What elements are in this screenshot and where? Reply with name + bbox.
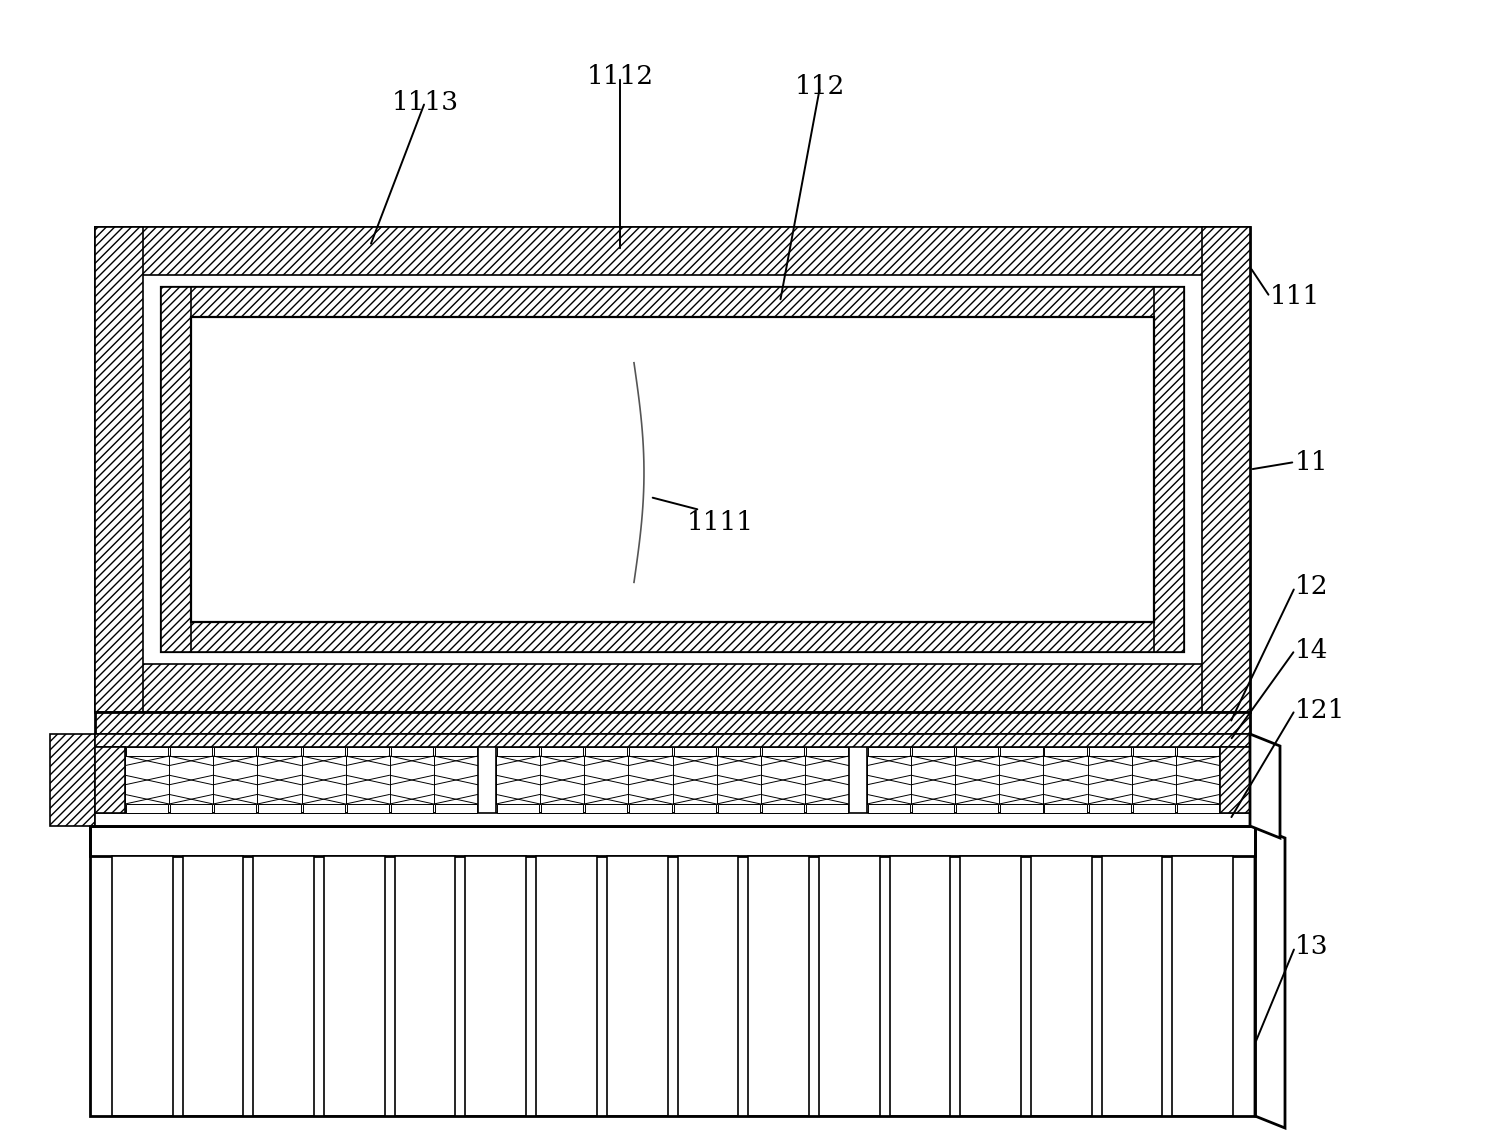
Bar: [541, 804, 584, 813]
Text: 121: 121: [1295, 698, 1345, 723]
Bar: [182, 856, 243, 1116]
Bar: [434, 804, 477, 813]
Bar: [434, 747, 477, 756]
Text: 11: 11: [1295, 450, 1329, 474]
Bar: [95, 227, 1250, 711]
Bar: [95, 227, 143, 711]
Bar: [95, 711, 1250, 734]
Text: 1113: 1113: [392, 89, 458, 114]
Bar: [1133, 747, 1175, 756]
Bar: [253, 856, 314, 1116]
Bar: [1133, 804, 1175, 813]
Bar: [496, 747, 849, 813]
Bar: [303, 747, 345, 756]
Bar: [956, 747, 998, 756]
Bar: [214, 804, 256, 813]
Bar: [762, 804, 804, 813]
Bar: [347, 747, 389, 756]
Bar: [170, 747, 213, 756]
Bar: [192, 317, 1154, 622]
Bar: [606, 856, 668, 1116]
Bar: [161, 287, 1184, 652]
Bar: [805, 804, 847, 813]
Text: 112: 112: [795, 74, 844, 99]
Text: 1111: 1111: [686, 509, 754, 534]
Bar: [956, 804, 998, 813]
Bar: [1000, 747, 1042, 756]
Bar: [1031, 856, 1092, 1116]
Bar: [391, 747, 433, 756]
Bar: [1000, 804, 1042, 813]
Bar: [961, 856, 1021, 1116]
Bar: [805, 747, 847, 756]
Polygon shape: [1250, 734, 1280, 838]
Bar: [869, 804, 911, 813]
Bar: [324, 856, 385, 1116]
Bar: [819, 856, 879, 1116]
Bar: [585, 804, 627, 813]
Bar: [718, 747, 760, 756]
Bar: [391, 804, 433, 813]
Bar: [674, 804, 716, 813]
Bar: [303, 804, 345, 813]
Bar: [541, 747, 584, 756]
Bar: [127, 747, 167, 756]
Bar: [748, 856, 808, 1116]
Bar: [161, 287, 192, 652]
Bar: [762, 747, 804, 756]
Bar: [912, 804, 955, 813]
Bar: [95, 227, 1250, 275]
Bar: [95, 664, 1250, 711]
Bar: [466, 856, 526, 1116]
Bar: [95, 734, 1250, 826]
Bar: [95, 813, 1250, 826]
Bar: [95, 747, 125, 813]
Bar: [585, 747, 627, 756]
Polygon shape: [1255, 826, 1285, 1128]
Text: 1112: 1112: [587, 64, 653, 89]
Bar: [112, 856, 173, 1116]
Bar: [629, 747, 671, 756]
Bar: [1089, 747, 1131, 756]
Bar: [498, 747, 540, 756]
Bar: [258, 747, 300, 756]
Bar: [90, 826, 1255, 856]
Bar: [50, 734, 95, 826]
Bar: [1102, 856, 1163, 1116]
Bar: [677, 856, 739, 1116]
Bar: [1176, 747, 1218, 756]
Bar: [90, 826, 1255, 1116]
Bar: [125, 747, 478, 813]
Bar: [95, 734, 1250, 747]
Bar: [1176, 804, 1218, 813]
Bar: [1154, 287, 1184, 652]
Bar: [912, 747, 955, 756]
Bar: [1089, 804, 1131, 813]
Bar: [161, 287, 1184, 317]
Bar: [869, 747, 911, 756]
Bar: [395, 856, 455, 1116]
Bar: [127, 804, 167, 813]
Bar: [867, 747, 1220, 813]
Text: 12: 12: [1295, 574, 1329, 600]
Bar: [629, 804, 671, 813]
Bar: [674, 747, 716, 756]
Bar: [718, 804, 760, 813]
Text: 14: 14: [1295, 637, 1329, 662]
Bar: [214, 747, 256, 756]
Bar: [1045, 804, 1087, 813]
Bar: [170, 804, 213, 813]
Bar: [347, 804, 389, 813]
Bar: [1220, 747, 1250, 813]
Text: 13: 13: [1295, 934, 1329, 959]
Bar: [1172, 856, 1234, 1116]
Bar: [161, 622, 1184, 652]
Bar: [258, 804, 300, 813]
Bar: [1045, 747, 1087, 756]
Bar: [890, 856, 950, 1116]
Bar: [537, 856, 597, 1116]
Text: 111: 111: [1270, 284, 1320, 309]
Bar: [498, 804, 540, 813]
Bar: [1202, 227, 1250, 711]
